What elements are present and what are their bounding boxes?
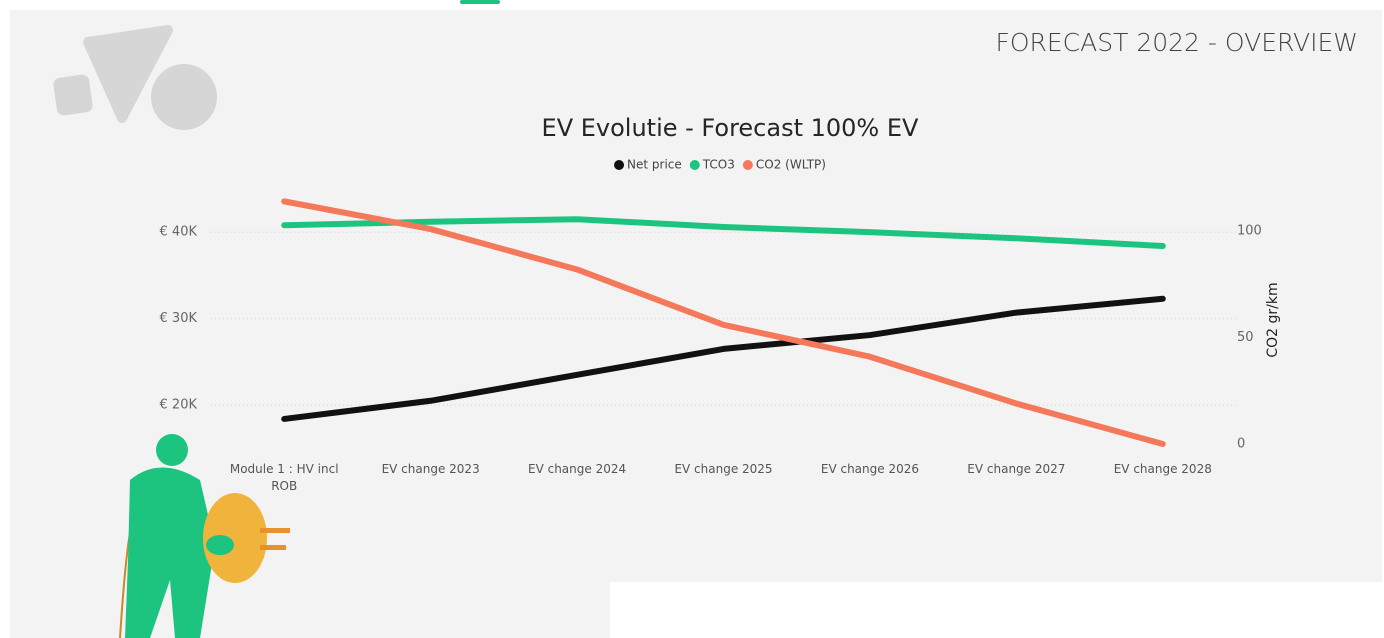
legend-marker <box>614 160 624 170</box>
chart-title: EV Evolutie - Forecast 100% EV <box>542 114 919 142</box>
legend: Net price TCO3 CO2 (WLTP) <box>614 158 826 172</box>
plug-pin <box>260 545 286 550</box>
y-tick-label: € 20K <box>160 398 198 413</box>
y2-tick-label: 100 <box>1237 224 1262 239</box>
y-tick-label: € 30K <box>160 311 198 326</box>
x-tick-label: EV change 2025 <box>659 461 789 478</box>
page-title: FORECAST 2022 - OVERVIEW <box>995 28 1358 57</box>
x-tick-label: EV change 2024 <box>512 461 642 478</box>
plug-pin <box>260 528 290 533</box>
chart: FORECAST 2022 - OVERVIEW EV Evolutie - F… <box>0 0 1384 638</box>
logo-square <box>53 74 94 117</box>
logo-circle <box>151 64 217 130</box>
tab-indicator <box>460 0 500 4</box>
legend-marker <box>690 160 700 170</box>
y-tick-label: € 40K <box>160 225 198 240</box>
x-tick-label: EV change 2028 <box>1098 461 1228 478</box>
y2-axis-title: CO2 gr/km <box>1265 282 1281 357</box>
legend-label: CO2 (WLTP) <box>756 158 826 172</box>
legend-label: TCO3 <box>702 158 735 172</box>
blank-card <box>610 582 1384 638</box>
y2-tick-label: 0 <box>1237 437 1245 452</box>
x-tick-label: Module 1 : HV incl ROB <box>219 461 349 495</box>
person-hand <box>206 535 234 555</box>
x-tick-label: EV change 2027 <box>951 461 1081 478</box>
dashboard: FORECAST 2022 - OVERVIEW EV Evolutie - F… <box>0 0 1384 638</box>
person-head <box>156 434 188 466</box>
legend-label: Net price <box>627 158 682 172</box>
x-tick-label: EV change 2023 <box>366 461 496 478</box>
y2-tick-label: 50 <box>1237 330 1254 345</box>
x-tick-label: EV change 2026 <box>805 461 935 478</box>
legend-marker <box>743 160 753 170</box>
